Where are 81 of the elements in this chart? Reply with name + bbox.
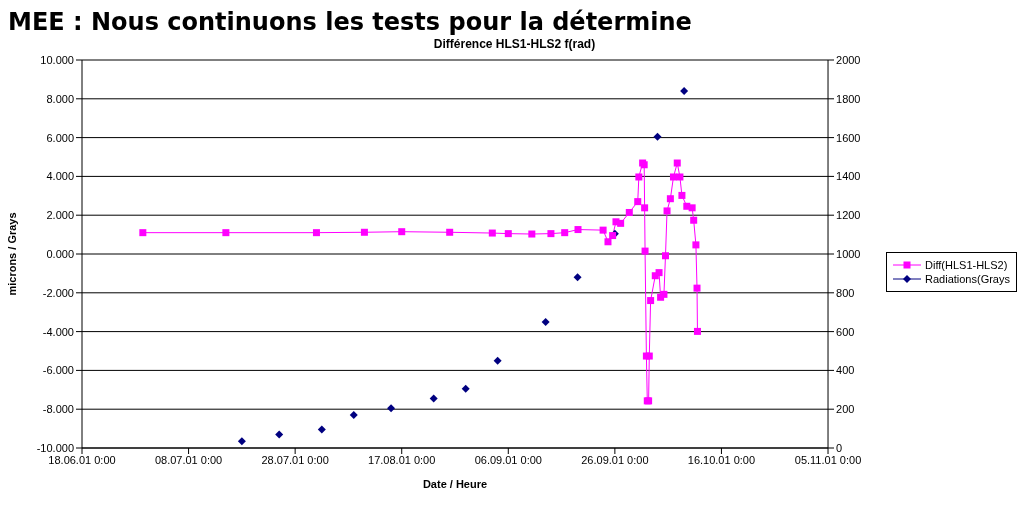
- point: [666, 195, 674, 203]
- y-tick-label: 0.000: [46, 247, 74, 260]
- point: [693, 284, 701, 292]
- y-tick-label: 4.000: [46, 170, 74, 183]
- point: [641, 204, 649, 212]
- point: [461, 384, 470, 393]
- point: [641, 247, 649, 255]
- point: [676, 173, 684, 181]
- point: [488, 229, 496, 237]
- point: [680, 87, 689, 96]
- point: [690, 216, 698, 224]
- x-tick-label: 26.09.01 0:00: [581, 453, 649, 466]
- point: [678, 191, 686, 199]
- point: [547, 230, 555, 238]
- point: [504, 230, 512, 238]
- legend-label: Diff(HLS1-HLS2): [925, 259, 1008, 271]
- x-tick-label: 16.10.01 0:00: [687, 453, 756, 466]
- y2-tick-label: 1200: [836, 209, 861, 222]
- point: [222, 229, 230, 237]
- point: [661, 252, 669, 260]
- y2-tick-label: 1600: [836, 131, 861, 144]
- y2-tick-label: 1800: [836, 92, 861, 105]
- chart-title: Différence HLS1-HLS2 f(rad): [432, 36, 597, 52]
- point: [692, 241, 700, 249]
- point: [429, 394, 438, 403]
- point: [663, 207, 671, 215]
- point: [653, 132, 662, 141]
- point: [635, 173, 643, 181]
- legend-label: Radiations(Grays: [925, 273, 1010, 285]
- point: [275, 430, 284, 439]
- y-tick-label: 2.000: [46, 209, 74, 222]
- y-axis-title: microns / Grays: [5, 212, 18, 296]
- y2-tick-label: 200: [836, 403, 855, 416]
- point: [673, 159, 681, 167]
- point: [360, 228, 368, 236]
- y-tick-label: -4.000: [42, 325, 74, 338]
- y-tick-label: -6.000: [42, 364, 74, 377]
- x-tick-label: 06.09.01 0:00: [474, 453, 542, 466]
- y-tick-label: -8.000: [42, 403, 74, 416]
- point: [541, 317, 550, 326]
- point: [625, 208, 633, 216]
- point: [237, 437, 246, 446]
- point: [528, 230, 536, 238]
- point: [349, 411, 358, 420]
- x-tick-label: 08.07.01 0:00: [154, 453, 223, 466]
- y2-tick-label: 2000: [836, 53, 861, 66]
- point: [493, 356, 502, 365]
- y2-tick-label: 800: [836, 286, 855, 299]
- y-tick-label: -10.000: [36, 441, 74, 454]
- point: [688, 204, 696, 212]
- x-tick-label: 28.07.01 0:00: [261, 453, 329, 466]
- point: [617, 219, 625, 227]
- x-tick-label: 17.08.01 0:00: [368, 453, 436, 466]
- point: [561, 229, 569, 237]
- y-tick-label: 10.000: [40, 53, 74, 66]
- x-axis-title: Date / Heure: [422, 478, 488, 490]
- point: [387, 404, 396, 413]
- point: [446, 228, 454, 236]
- x-tick-label: 05.11.01 0:00: [794, 453, 862, 466]
- y-tick-label: 6.000: [46, 131, 74, 144]
- y2-tick-label: 1000: [836, 247, 861, 260]
- point: [573, 273, 582, 282]
- y2-tick-label: 400: [836, 364, 855, 377]
- y-tick-label: 8.000: [46, 92, 74, 105]
- y2-tick-label: 1400: [836, 170, 861, 183]
- y2-tick-label: 600: [836, 325, 855, 338]
- x-tick-label: 18.06.01 0:00: [48, 453, 116, 466]
- point: [604, 238, 612, 246]
- y2-tick-label: 0: [836, 441, 843, 454]
- point: [693, 327, 701, 335]
- point: [574, 226, 582, 234]
- point: [647, 297, 655, 305]
- text: MEE : Nous continuons les tests pour la détermine: [8, 8, 693, 36]
- point: [398, 228, 406, 236]
- point: [655, 269, 663, 277]
- point: [139, 229, 147, 237]
- point: [312, 229, 320, 237]
- point: [634, 198, 642, 206]
- y-tick-label: -2.000: [42, 286, 74, 299]
- point: [599, 226, 607, 234]
- point: [317, 425, 326, 434]
